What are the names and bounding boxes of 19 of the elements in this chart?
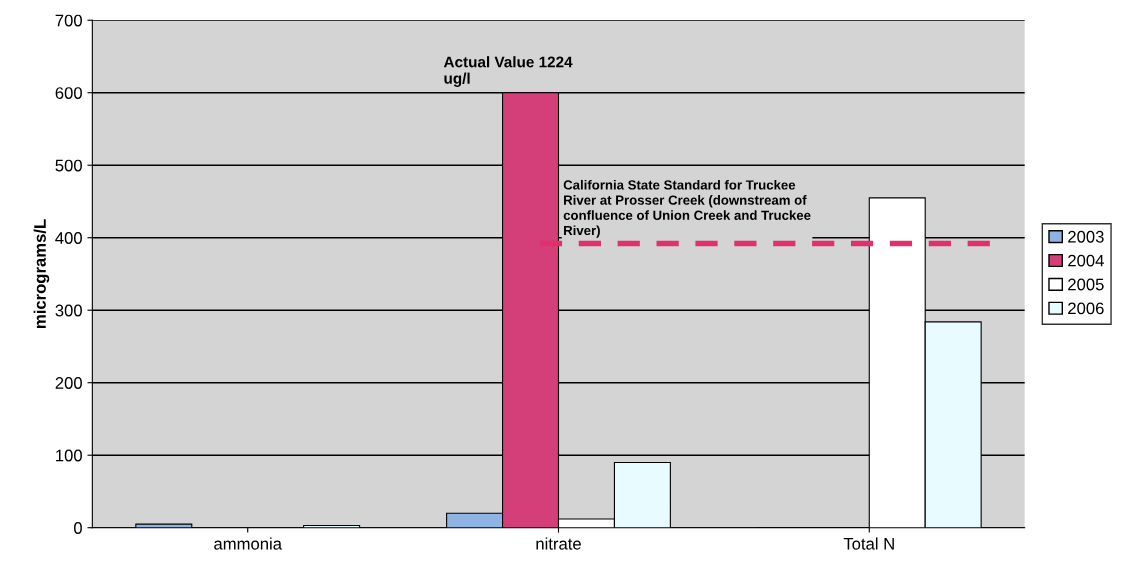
ref-line-label: California State Standard for Truckee River at Prosser Creek (downstream of confluence of Union Creek and Truckee River) — [563, 179, 811, 238]
y-tick-label: 100 — [56, 449, 82, 462]
legend-label: 2003 — [1068, 230, 1104, 243]
y-axis-title: micrograms/L — [33, 219, 50, 328]
y-tick-label: 300 — [55, 304, 82, 317]
x-tick-label: Total N — [843, 537, 894, 550]
x-tick-label: nitrate — [536, 537, 581, 550]
y-tick-label: 200 — [55, 377, 82, 389]
legend-label: 2005 — [1068, 278, 1104, 291]
bar — [135, 523, 193, 528]
legend-label: 2006 — [1068, 302, 1104, 315]
y-tick-label: 700 — [55, 14, 82, 27]
legend-label: 2004 — [1068, 254, 1104, 267]
y-tick-label: 400 — [55, 232, 82, 244]
y-tick-label: 500 — [55, 159, 82, 172]
x-tick-label: ammonia — [214, 537, 282, 550]
y-tick-label: 600 — [55, 87, 82, 99]
y-tick-label: 0 — [73, 522, 82, 534]
annotation: Actual Value 1224 ug/l — [443, 56, 573, 87]
